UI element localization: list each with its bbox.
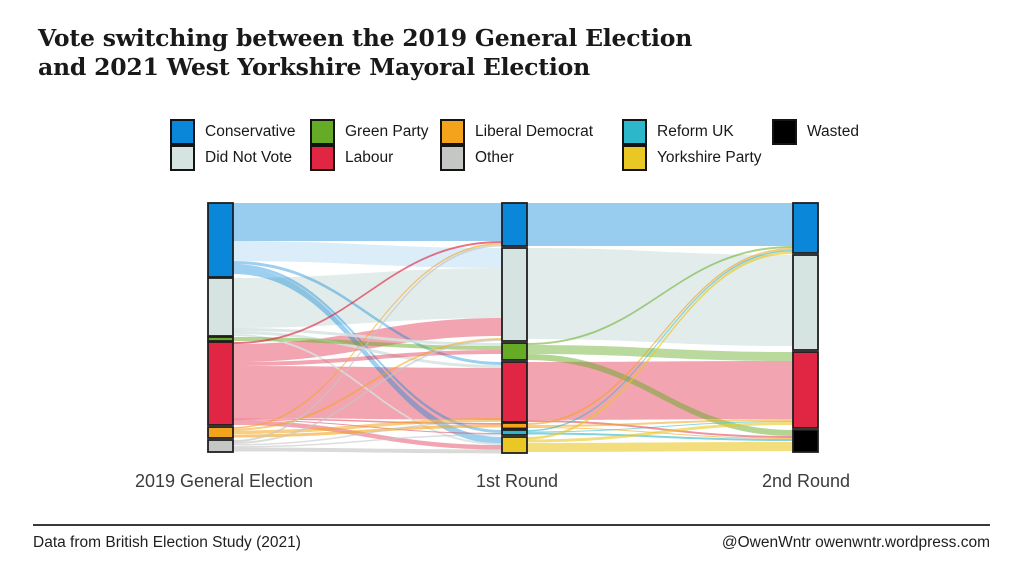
flow-reform-uk-to-labour <box>527 421 793 433</box>
legend-item-reform-uk: Reform UK <box>622 118 734 145</box>
legend-label-other: Other <box>475 148 514 166</box>
flow-yorkshire-party-to-labour <box>527 422 793 443</box>
node-axis0-labour <box>207 341 234 426</box>
flow-other-to-labour <box>233 420 502 446</box>
flow-conservative-to-did-not-vote <box>233 241 502 268</box>
footer-credit: @OwenWntr owenwntr.wordpress.com <box>721 534 990 551</box>
node-axis1-did-not-vote <box>501 247 528 342</box>
flow-liberal-democrat-to-conservative <box>233 243 502 429</box>
legend-item-labour: Labour <box>310 144 394 171</box>
flow-conservative-to-labour <box>233 261 502 365</box>
legend-swatch-liberal-democrat <box>440 118 465 145</box>
legend-swatch-yorkshire-party <box>622 144 647 171</box>
legend-label-yorkshire-party: Yorkshire Party <box>657 148 762 166</box>
flow-yorkshire-party-to-wasted <box>527 442 793 452</box>
legend-label-green-party: Green Party <box>345 122 429 140</box>
legend-swatch-did-not-vote <box>170 144 195 171</box>
flow-green-party-to-conservative <box>527 246 793 345</box>
page-title-line1: Vote switching between the 2019 General … <box>38 24 693 52</box>
flow-green-party-to-wasted <box>527 354 793 436</box>
flow-green-party-to-labour <box>527 345 793 361</box>
flow-reform-uk-to-conservative <box>527 250 793 432</box>
node-axis2-did-not-vote <box>792 254 819 351</box>
flow-labour-to-labour <box>527 361 793 420</box>
page-title-line2: and 2021 West Yorkshire Mayoral Election <box>38 52 590 81</box>
flow-labour-to-conservative <box>233 241 502 344</box>
legend-swatch-wasted <box>772 118 797 145</box>
footer-divider <box>33 524 990 526</box>
legend-swatch-labour <box>310 144 335 171</box>
axis-label-1st-round: 1st Round <box>475 471 559 491</box>
legend-item-green-party: Green Party <box>310 118 429 145</box>
legend-label-reform-uk: Reform UK <box>657 122 734 140</box>
node-axis2-labour <box>792 351 819 429</box>
node-axis2-conservative <box>792 202 819 254</box>
flow-yorkshire-party-to-conservative <box>527 251 793 440</box>
flow-labour-to-did-not-vote <box>233 318 502 362</box>
node-axis0-green-party <box>207 336 234 342</box>
node-axis1-reform-uk <box>501 429 528 436</box>
flow-did-not-vote-to-labour <box>233 331 502 368</box>
flow-other-to-conservative <box>233 244 502 442</box>
flow-conservative-to-conservative <box>233 203 502 241</box>
flow-labour-to-labour <box>233 366 502 420</box>
node-axis0-conservative <box>207 202 234 278</box>
legend-swatch-green-party <box>310 118 335 145</box>
axis-label-2019-general-election: 2019 General Election <box>134 471 314 491</box>
flow-reform-uk-to-wasted <box>527 432 793 441</box>
legend-swatch-conservative <box>170 118 195 145</box>
flow-conservative-to-yorkshire-party <box>233 267 502 444</box>
node-axis1-labour <box>501 361 528 423</box>
flow-liberal-democrat-to-labour <box>527 419 793 427</box>
legend-swatch-other <box>440 144 465 171</box>
legend-item-yorkshire-party: Yorkshire Party <box>622 144 762 171</box>
legend-label-labour: Labour <box>345 148 394 166</box>
legend-item-other: Other <box>440 144 514 171</box>
legend-label-did-not-vote: Did Not Vote <box>205 148 293 166</box>
flow-did-not-vote-to-green-party <box>233 328 502 346</box>
flow-other-to-yorkshire-party <box>233 447 502 454</box>
node-axis1-conservative <box>501 202 528 247</box>
node-axis0-liberal-democrat <box>207 426 234 439</box>
node-axis1-green-party <box>501 342 528 361</box>
legend-label-wasted: Wasted <box>807 122 859 140</box>
legend-item-did-not-vote: Did Not Vote <box>170 144 293 171</box>
flow-did-not-vote-to-did-not-vote <box>233 268 502 328</box>
flow-did-not-vote-to-yorkshire-party <box>233 334 502 445</box>
flow-liberal-democrat-to-did-not-vote <box>233 338 502 431</box>
flow-labour-to-green-party <box>233 350 502 366</box>
legend-item-conservative: Conservative <box>170 118 296 145</box>
flow-labour-to-wasted <box>527 420 793 438</box>
node-axis1-liberal-democrat <box>501 422 528 430</box>
legend-label-liberal-democrat: Liberal Democrat <box>475 122 594 140</box>
node-axis0-other <box>207 439 234 453</box>
flow-labour-to-yorkshire-party <box>233 420 502 450</box>
flow-liberal-democrat-to-conservative <box>527 248 793 425</box>
node-axis0-did-not-vote <box>207 277 234 337</box>
legend-item-liberal-democrat: Liberal Democrat <box>440 118 594 145</box>
footer-source: Data from British Election Study (2021) <box>33 534 301 551</box>
legend-label-conservative: Conservative <box>205 122 296 140</box>
flow-conservative-to-conservative <box>527 203 793 246</box>
legend-item-wasted: Wasted <box>772 118 859 145</box>
flow-other-to-did-not-vote <box>233 339 502 444</box>
flow-liberal-democrat-to-liberal-democrat <box>233 424 502 438</box>
node-axis2-wasted <box>792 429 819 453</box>
legend: Conservative Did Not Vote Green Party Labou… <box>0 0 1023 171</box>
flow-other-to-reform-uk <box>233 434 502 448</box>
flow-did-not-vote-to-did-not-vote <box>527 248 793 346</box>
node-axis1-yorkshire-party <box>501 436 528 454</box>
page-title: Vote switching between the 2019 General … <box>38 24 692 81</box>
axis-label-2nd-round: 2nd Round <box>761 471 851 491</box>
legend-swatch-reform-uk <box>622 118 647 145</box>
